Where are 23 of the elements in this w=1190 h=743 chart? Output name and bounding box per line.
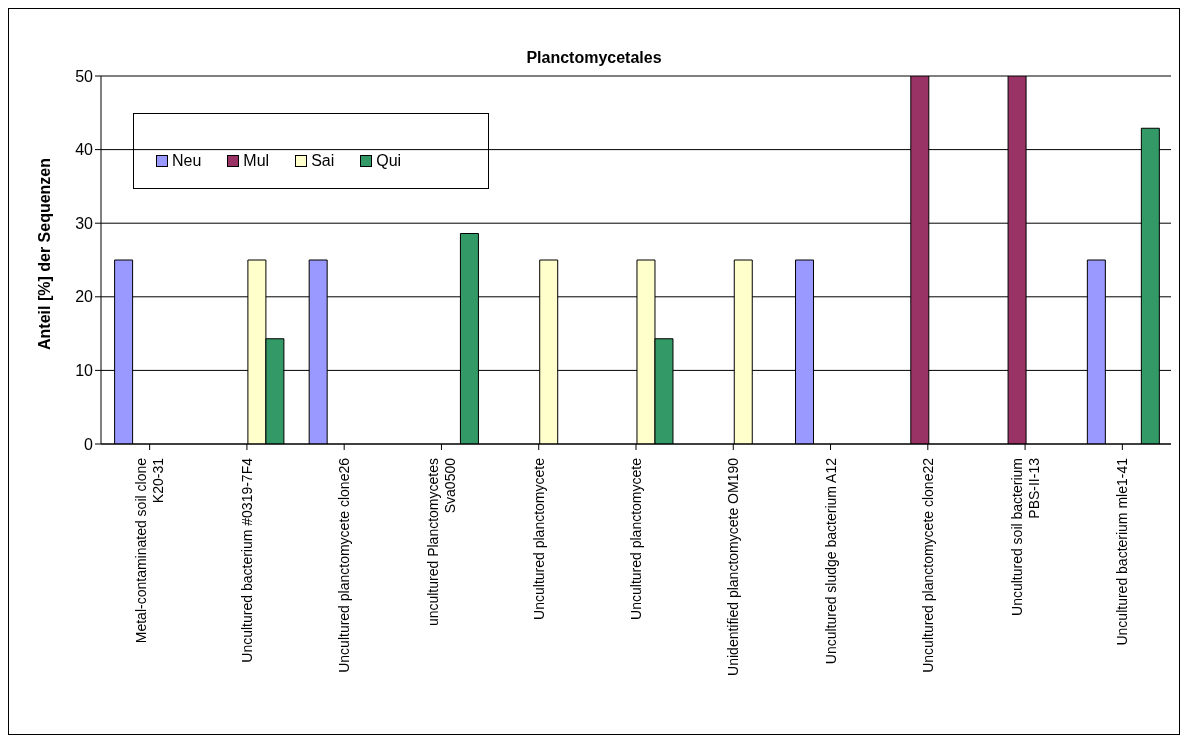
x-tick-label: uncultured Planctomycetes Sva0500: [424, 457, 458, 627]
y-tick-label: 50: [75, 67, 94, 85]
y-tick-label: 40: [75, 141, 94, 159]
x-tick-label: Uncultured bacterium #0319-7F4: [238, 457, 255, 663]
x-tick-label: Unidentified planctomycete OM190: [725, 457, 742, 676]
x-tick-label: Uncultured planctomycete: [628, 457, 644, 620]
x-tick-label: Uncultured sludge bacterium A12: [822, 457, 839, 665]
x-tick-label: Uncultured planctomycete clone26: [336, 457, 353, 673]
chart-title: Planctomycetales: [525, 49, 663, 67]
y-axis-title: Anteil [%] der Sequenzen: [35, 157, 53, 350]
y-tick-label: 0: [84, 435, 94, 453]
legend-label: Sai: [310, 152, 335, 170]
legend-label: Neu: [171, 152, 202, 170]
x-tick-label: Uncultured planctomycete: [530, 457, 547, 620]
y-tick-label: 10: [75, 362, 94, 380]
x-tick-label: Metal-contaminated soil clone K20-31: [133, 457, 167, 644]
x-tick-label: Uncultured soil bacterium PBS-II-13: [1008, 457, 1042, 616]
x-tick-label: Uncultured planctomycete clone22: [919, 457, 936, 673]
x-tick-label: Uncultured bacterium mle1-41: [1114, 457, 1131, 646]
y-tick-label: 20: [75, 288, 94, 306]
legend-label: Qui: [375, 152, 402, 170]
y-tick-label: 30: [75, 214, 94, 232]
legend-label: Mul: [242, 152, 270, 170]
